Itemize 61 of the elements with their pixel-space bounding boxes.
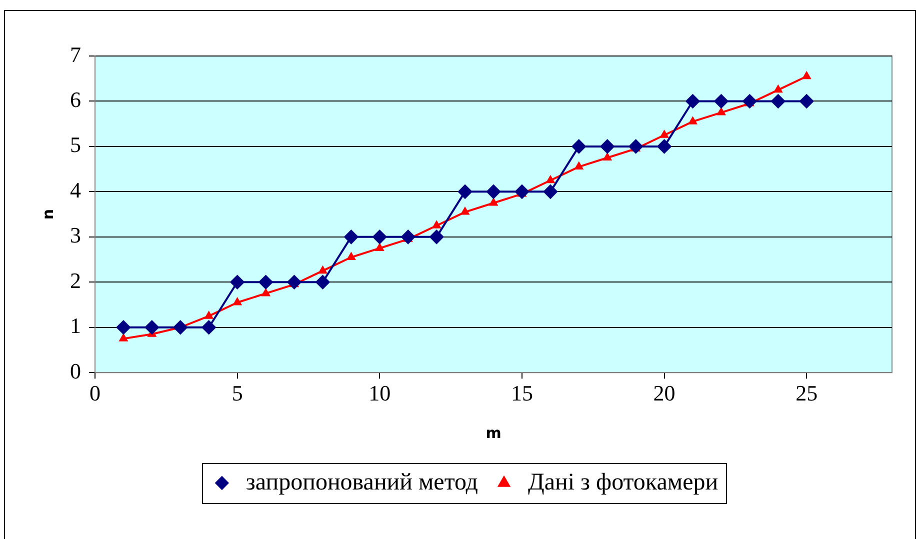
point <box>489 198 498 206</box>
y-tick-label: 2 <box>70 268 81 293</box>
point <box>572 139 586 154</box>
y-tick-label: 0 <box>70 358 81 384</box>
y-tick-label: 3 <box>70 222 81 248</box>
y-axis-title: n <box>38 208 57 220</box>
point <box>401 230 416 244</box>
point <box>714 94 728 108</box>
y-tick-label: 7 <box>70 42 81 67</box>
point <box>233 298 242 306</box>
legend-label: Дані з фотокамери <box>528 469 718 496</box>
y-tick-label: 4 <box>70 177 81 202</box>
point <box>686 94 700 108</box>
x-tick-label: 15 <box>510 380 533 406</box>
point <box>204 312 213 319</box>
x-tick-label: 5 <box>232 380 243 406</box>
x-axis-title: m <box>486 424 502 442</box>
point <box>802 72 811 80</box>
point <box>657 139 672 154</box>
point <box>628 139 643 154</box>
point <box>546 176 554 184</box>
y-tick-label: 6 <box>70 87 81 112</box>
point <box>717 108 726 116</box>
point <box>372 230 387 244</box>
point <box>119 334 128 342</box>
point <box>514 184 529 199</box>
point <box>660 130 668 138</box>
point <box>430 230 444 244</box>
x-tick-label: 0 <box>90 380 100 406</box>
legend-label: запропонований метод <box>246 469 478 496</box>
point <box>262 288 270 296</box>
point <box>774 85 782 93</box>
point <box>258 275 273 290</box>
y-tick-label: 5 <box>70 132 81 158</box>
point <box>600 139 614 154</box>
y-tick-label: 1 <box>70 313 81 338</box>
point <box>376 244 384 251</box>
point <box>688 117 697 124</box>
point <box>173 320 188 334</box>
point <box>347 252 356 260</box>
point <box>543 184 558 199</box>
x-tick-label: 25 <box>796 380 818 406</box>
point <box>230 275 244 290</box>
point <box>574 162 583 170</box>
point <box>116 320 130 334</box>
point <box>800 94 814 108</box>
point <box>742 94 757 108</box>
point <box>432 221 441 228</box>
point <box>202 320 216 334</box>
point <box>144 320 159 334</box>
x-tick-label: 20 <box>653 380 676 406</box>
point <box>316 275 330 290</box>
point <box>461 208 470 215</box>
point <box>771 94 786 108</box>
point <box>344 230 358 244</box>
x-tick-label: 10 <box>368 380 391 406</box>
point <box>318 266 327 274</box>
point <box>287 275 302 290</box>
point <box>458 184 472 199</box>
point <box>486 184 500 199</box>
point <box>603 153 612 161</box>
